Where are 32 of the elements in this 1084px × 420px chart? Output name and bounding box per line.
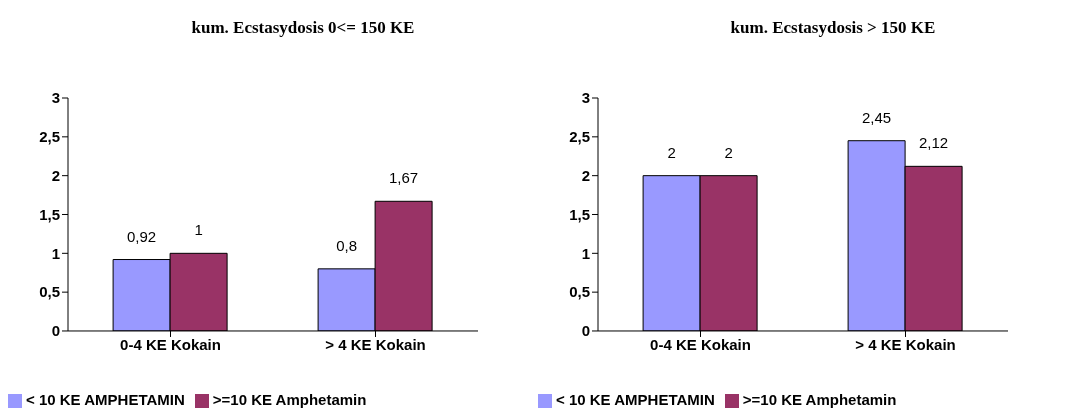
y-tick-label: 2	[51, 166, 60, 184]
y-tick-label: 2,5	[39, 128, 60, 146]
legend-label: < 10 KE AMPHETAMIN	[26, 390, 185, 408]
y-tick-label: 1,5	[39, 205, 60, 223]
y-tick-label: 1,5	[569, 205, 590, 223]
y-tick-label: 2	[581, 166, 590, 184]
y-tick-label: 2,5	[569, 128, 590, 146]
x-tick-label: > 4 KE Kokain	[325, 335, 426, 353]
data-label: 2	[667, 143, 676, 161]
y-tick-label: 1	[51, 244, 60, 262]
y-tick-label: 0	[51, 322, 60, 340]
y-tick-label: 3	[51, 89, 60, 107]
legend-label: < 10 KE AMPHETAMIN	[556, 390, 715, 408]
chart-title: kum. Ecstasydosis 0<= 150 KE	[190, 17, 416, 39]
y-tick-label: 0	[581, 322, 590, 340]
data-label: 1,67	[389, 169, 419, 187]
y-tick-label: 0,5	[569, 283, 590, 301]
x-tick-label: > 4 KE Kokain	[855, 335, 956, 353]
y-tick-label: 1	[581, 244, 590, 262]
data-label: 1	[194, 221, 203, 239]
data-label: 0,8	[336, 236, 358, 254]
data-label: 2	[724, 143, 733, 161]
chart-title: kum. Ecstasydosis > 150 KE	[729, 17, 937, 39]
x-tick-label: 0-4 KE Kokain	[120, 335, 221, 353]
y-tick-label: 3	[581, 89, 590, 107]
y-tick-label: 0,5	[39, 283, 60, 301]
data-label: 0,92	[127, 227, 157, 245]
legend-label: >=10 KE Amphetamin	[212, 390, 367, 408]
legend-label: >=10 KE Amphetamin	[742, 390, 897, 408]
x-tick-label: 0-4 KE Kokain	[650, 335, 751, 353]
data-label: 2,45	[862, 108, 892, 126]
data-label: 2,12	[919, 134, 949, 152]
